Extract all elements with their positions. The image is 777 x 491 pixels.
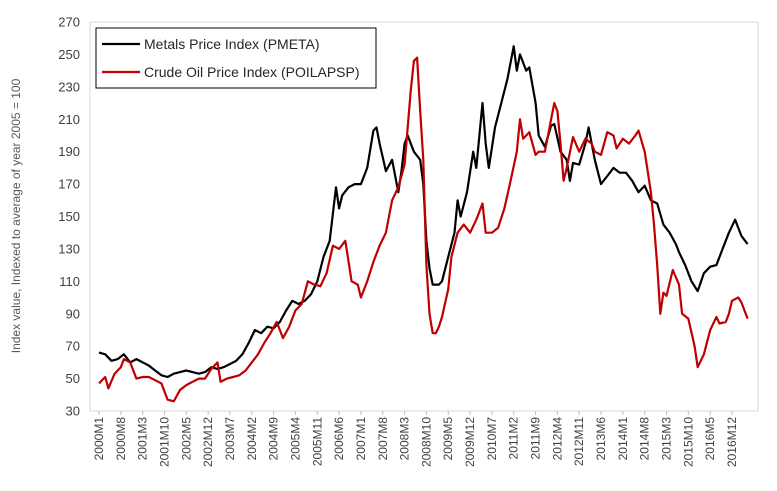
x-tick-label: 2015M10 <box>681 417 695 467</box>
y-tick-label: 70 <box>66 339 80 354</box>
y-axis-label: Index value, Indexed to average of year … <box>9 78 23 353</box>
x-tick-label: 2014M1 <box>616 417 630 461</box>
x-tick-label: 2000M1 <box>92 417 106 461</box>
y-tick-label: 30 <box>66 404 80 419</box>
y-tick-label: 190 <box>58 144 80 159</box>
x-tick-label: 2011M9 <box>529 417 543 460</box>
x-tick-label: 2007M8 <box>376 417 390 461</box>
x-tick-label: 2016M5 <box>703 417 717 461</box>
x-tick-label: 2007M1 <box>354 417 368 461</box>
y-tick-label: 230 <box>58 79 80 94</box>
x-tick-label: 2014M8 <box>638 417 652 461</box>
legend: Metals Price Index (PMETA) Crude Oil Pri… <box>95 27 377 89</box>
x-tick-label: 2005M4 <box>288 417 302 461</box>
x-tick-label: 2008M3 <box>398 417 412 461</box>
x-tick-label: 2009M5 <box>441 417 455 461</box>
x-tick-label: 2004M9 <box>267 417 281 461</box>
y-axis: 30 50 70 90 110 130 150 170 190 210 230 250 270 <box>58 15 80 419</box>
x-tick-label: 2005M11 <box>310 417 324 466</box>
x-tick-label: 2000M8 <box>114 417 128 461</box>
y-tick-label: 250 <box>58 47 80 62</box>
y-tick-label: 210 <box>58 112 80 127</box>
x-tick-label: 2006M6 <box>332 417 346 461</box>
y-tick-label: 50 <box>66 371 80 386</box>
x-tick-label: 2004M2 <box>245 417 259 461</box>
x-axis: 2000M1 2000M8 2001M3 2001M10 2002M5 2002M12 20… <box>92 411 739 467</box>
x-tick-label: 2013M6 <box>594 417 608 461</box>
y-tick-label: 170 <box>58 177 80 192</box>
y-tick-label: 110 <box>59 274 80 289</box>
legend-label-metals: Metals Price Index (PMETA) <box>144 36 320 52</box>
x-tick-label: 2016M12 <box>725 417 739 467</box>
x-tick-label: 2002M12 <box>201 417 215 467</box>
plot-border <box>89 21 759 412</box>
x-tick-label: 2009M12 <box>463 417 477 467</box>
series-layer <box>98 45 749 403</box>
y-tick-label: 150 <box>58 209 80 224</box>
series-line-metals <box>98 45 749 379</box>
y-tick-label: 90 <box>66 306 80 321</box>
legend-label-crude-oil: Crude Oil Price Index (POILAPSP) <box>144 64 360 80</box>
x-tick-label: 2010M7 <box>485 417 499 461</box>
x-tick-label: 2008M10 <box>419 417 433 467</box>
x-tick-label: 2015M3 <box>660 417 674 461</box>
x-tick-label: 2001M10 <box>157 417 171 467</box>
series-line-crude-oil <box>98 56 749 403</box>
x-tick-label: 2012M4 <box>550 417 564 461</box>
x-tick-label: 2002M5 <box>179 417 193 461</box>
x-tick-label: 2001M3 <box>136 417 150 461</box>
x-tick-label: 2003M7 <box>223 417 237 461</box>
y-tick-label: 130 <box>58 241 80 256</box>
y-tick-label: 270 <box>58 15 80 30</box>
x-tick-label: 2012M11 <box>572 417 586 466</box>
x-tick-label: 2011M2 <box>507 417 521 460</box>
